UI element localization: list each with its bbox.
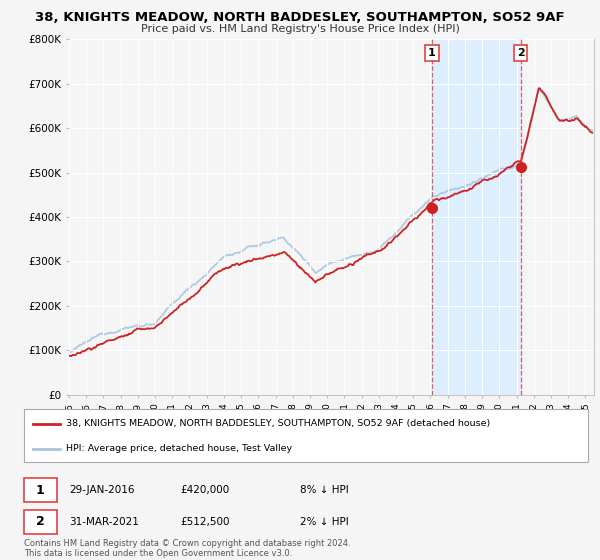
Text: 2: 2	[36, 515, 44, 529]
Text: 31-MAR-2021: 31-MAR-2021	[69, 517, 139, 527]
Text: 8% ↓ HPI: 8% ↓ HPI	[300, 485, 349, 495]
Text: Price paid vs. HM Land Registry's House Price Index (HPI): Price paid vs. HM Land Registry's House …	[140, 24, 460, 34]
Text: 38, KNIGHTS MEADOW, NORTH BADDESLEY, SOUTHAMPTON, SO52 9AF: 38, KNIGHTS MEADOW, NORTH BADDESLEY, SOU…	[35, 11, 565, 24]
Bar	[432, 39, 521, 395]
Text: 1: 1	[36, 483, 44, 497]
Text: 1: 1	[428, 48, 436, 58]
Text: 2% ↓ HPI: 2% ↓ HPI	[300, 517, 349, 527]
Text: Contains HM Land Registry data © Crown copyright and database right 2024.
This d: Contains HM Land Registry data © Crown c…	[24, 539, 350, 558]
Text: 29-JAN-2016: 29-JAN-2016	[69, 485, 134, 495]
Text: HPI: Average price, detached house, Test Valley: HPI: Average price, detached house, Test…	[66, 444, 292, 453]
Text: 38, KNIGHTS MEADOW, NORTH BADDESLEY, SOUTHAMPTON, SO52 9AF (detached house): 38, KNIGHTS MEADOW, NORTH BADDESLEY, SOU…	[66, 419, 490, 428]
Text: £420,000: £420,000	[180, 485, 229, 495]
Text: 2: 2	[517, 48, 525, 58]
Text: £512,500: £512,500	[180, 517, 229, 527]
